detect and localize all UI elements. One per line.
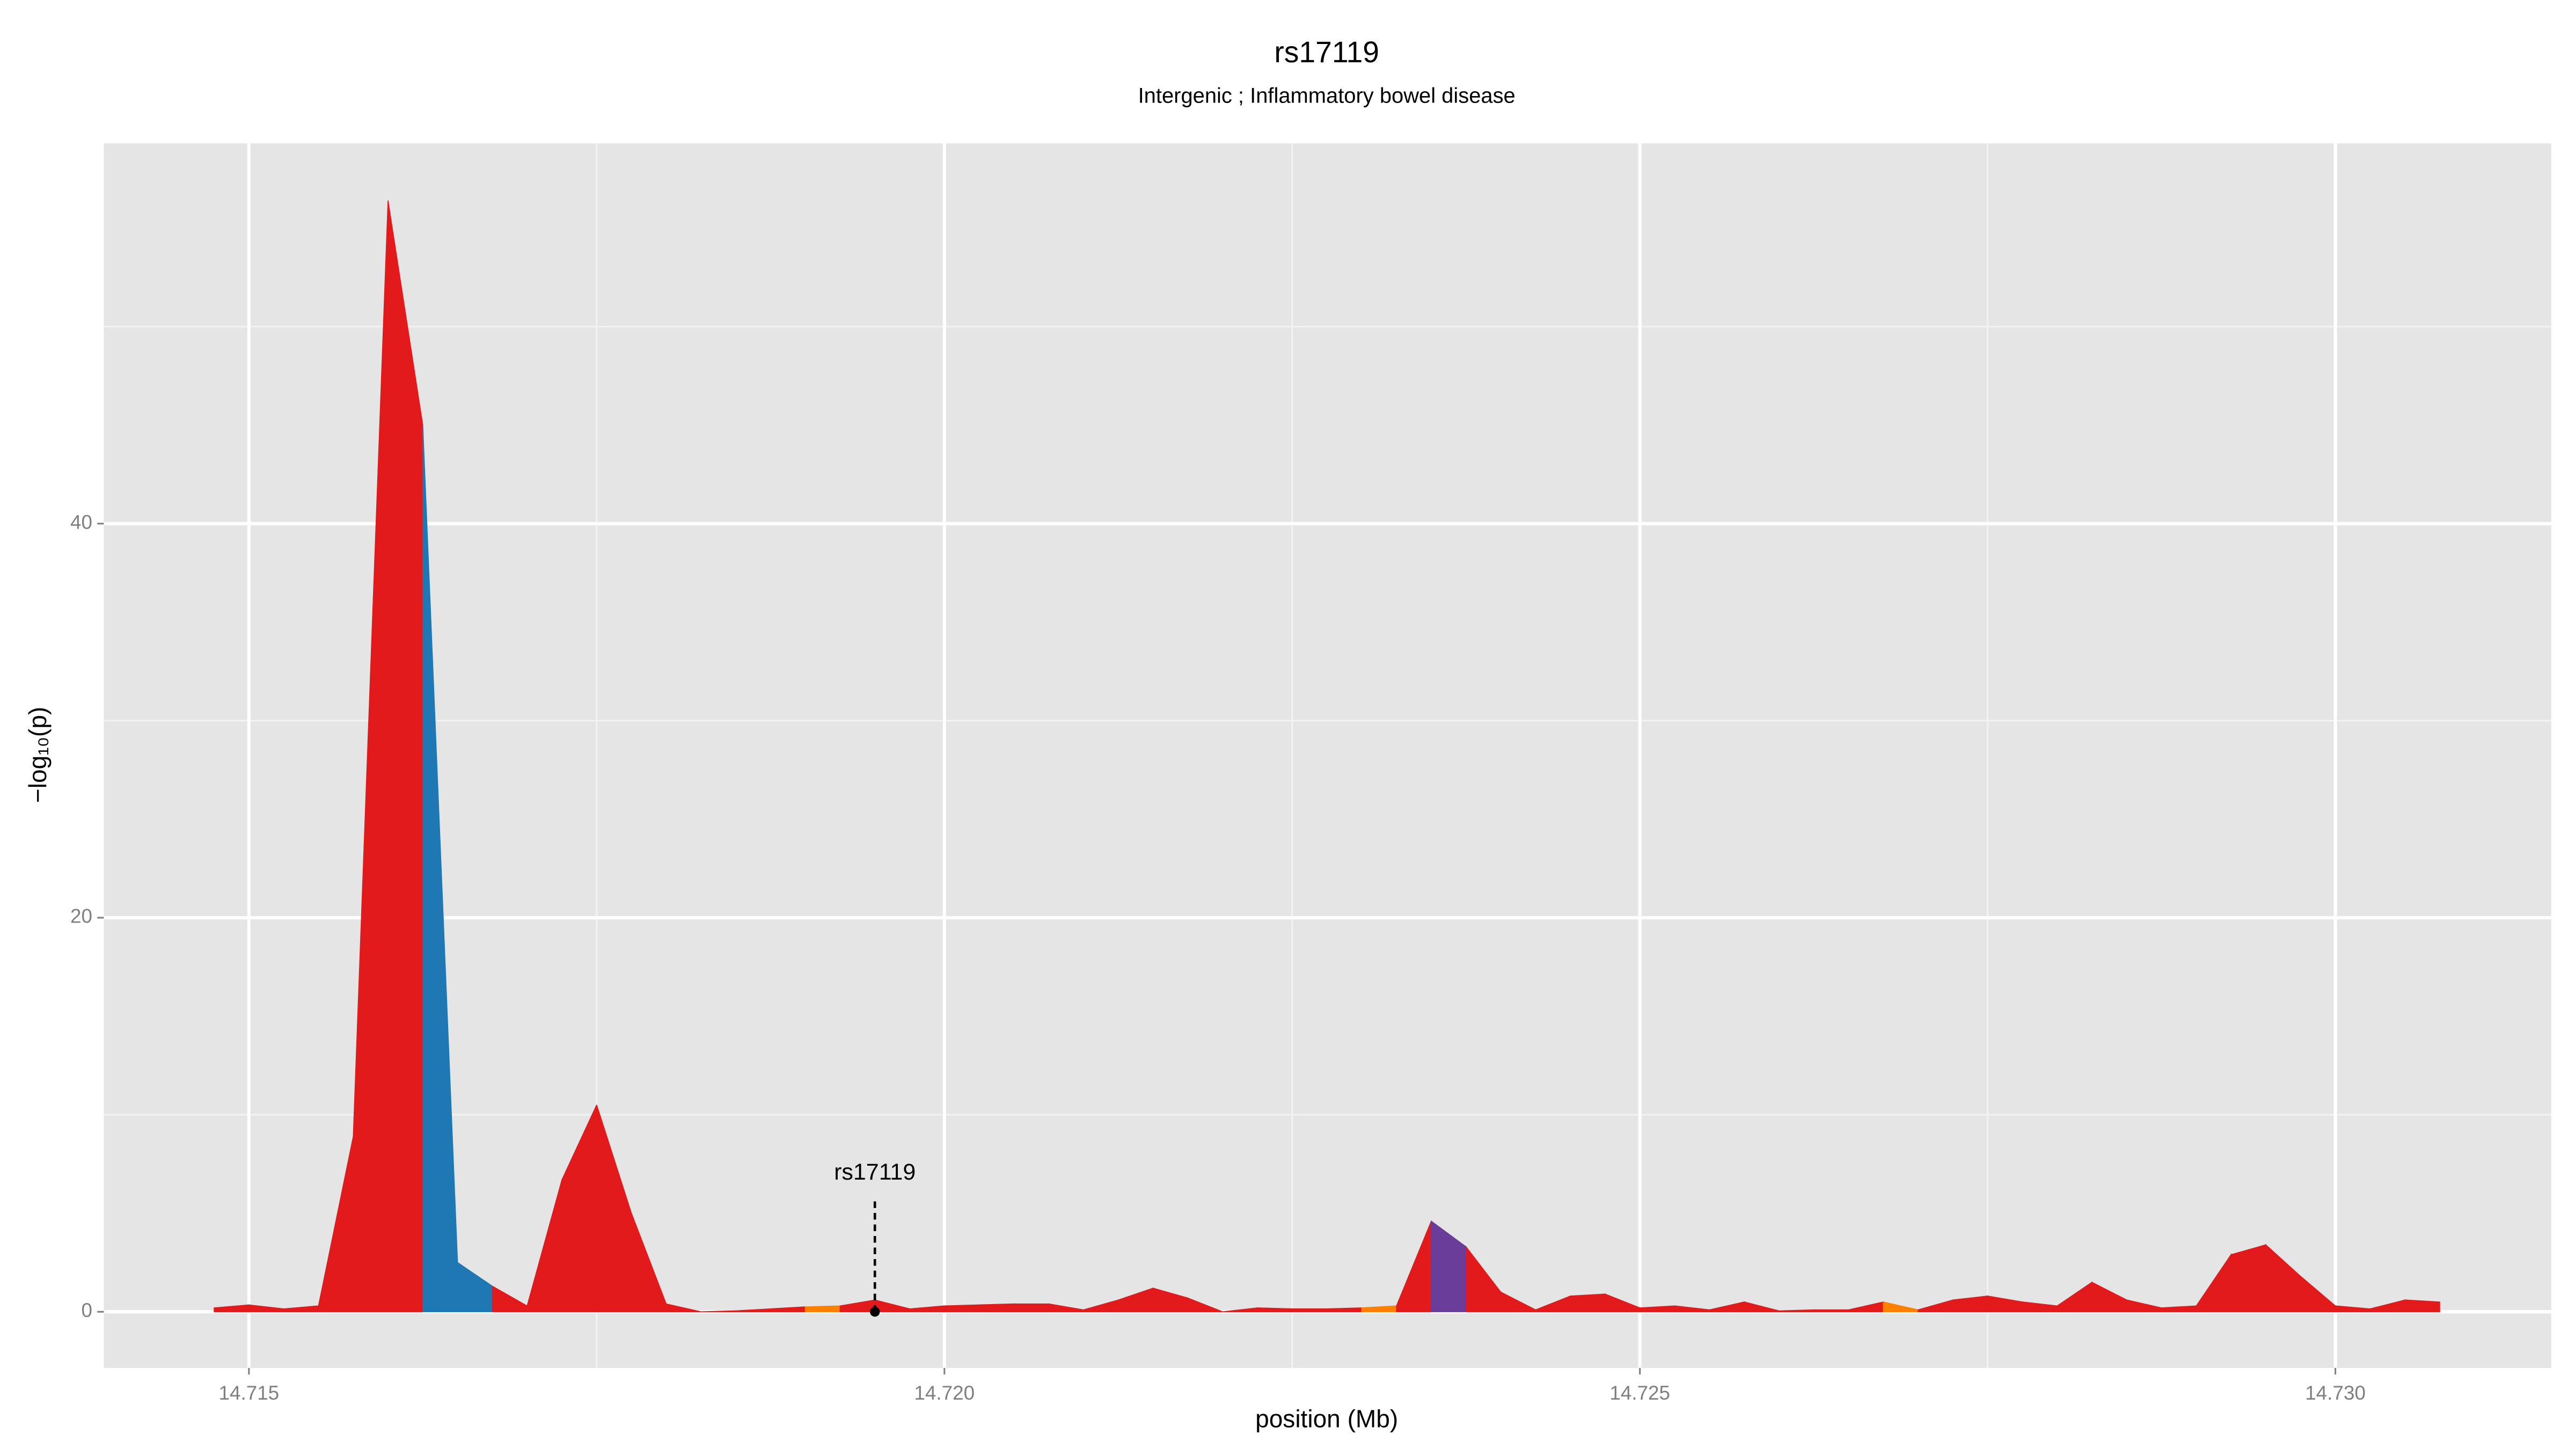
y-tick-label: 20: [70, 905, 92, 927]
x-tick-label: 14.730: [2305, 1382, 2366, 1404]
chart-title: rs17119: [1274, 35, 1379, 69]
y-tick-label: 0: [82, 1299, 93, 1321]
area-segment: [804, 1305, 841, 1313]
area-segment: [944, 1304, 980, 1313]
y-axis-label: −log₁₀(p): [24, 707, 52, 803]
chart-subtitle: Intergenic ; Inflammatory bowel disease: [1138, 84, 1516, 108]
area-segment: [2404, 1299, 2440, 1313]
x-axis-label: position (Mb): [1255, 1404, 1398, 1432]
plot-background: [104, 143, 2551, 1368]
area-segment: [978, 1303, 1015, 1313]
area-segment: [665, 1303, 701, 1313]
axes: 14.715 14.720 14.725 14.730 0 20 40: [70, 511, 2366, 1403]
area-segment: [1187, 1297, 1223, 1313]
area-segment: [1013, 1303, 1049, 1313]
x-tick-label: 14.715: [218, 1382, 279, 1404]
area-segment: [1257, 1307, 1293, 1313]
annotation-point: [869, 1307, 880, 1317]
marks: rs17119: [214, 200, 2440, 1317]
area-segment: [2230, 1244, 2266, 1313]
area-segment: [1291, 1308, 1328, 1313]
y-tick-label: 40: [70, 511, 92, 533]
x-tick-label: 14.725: [1609, 1382, 1670, 1404]
annotation-label: rs17119: [834, 1159, 916, 1185]
area-segment: [1813, 1309, 1849, 1313]
area-segment: [1570, 1293, 1606, 1313]
x-tick-label: 14.720: [914, 1382, 975, 1404]
area-segment: [1326, 1307, 1363, 1313]
